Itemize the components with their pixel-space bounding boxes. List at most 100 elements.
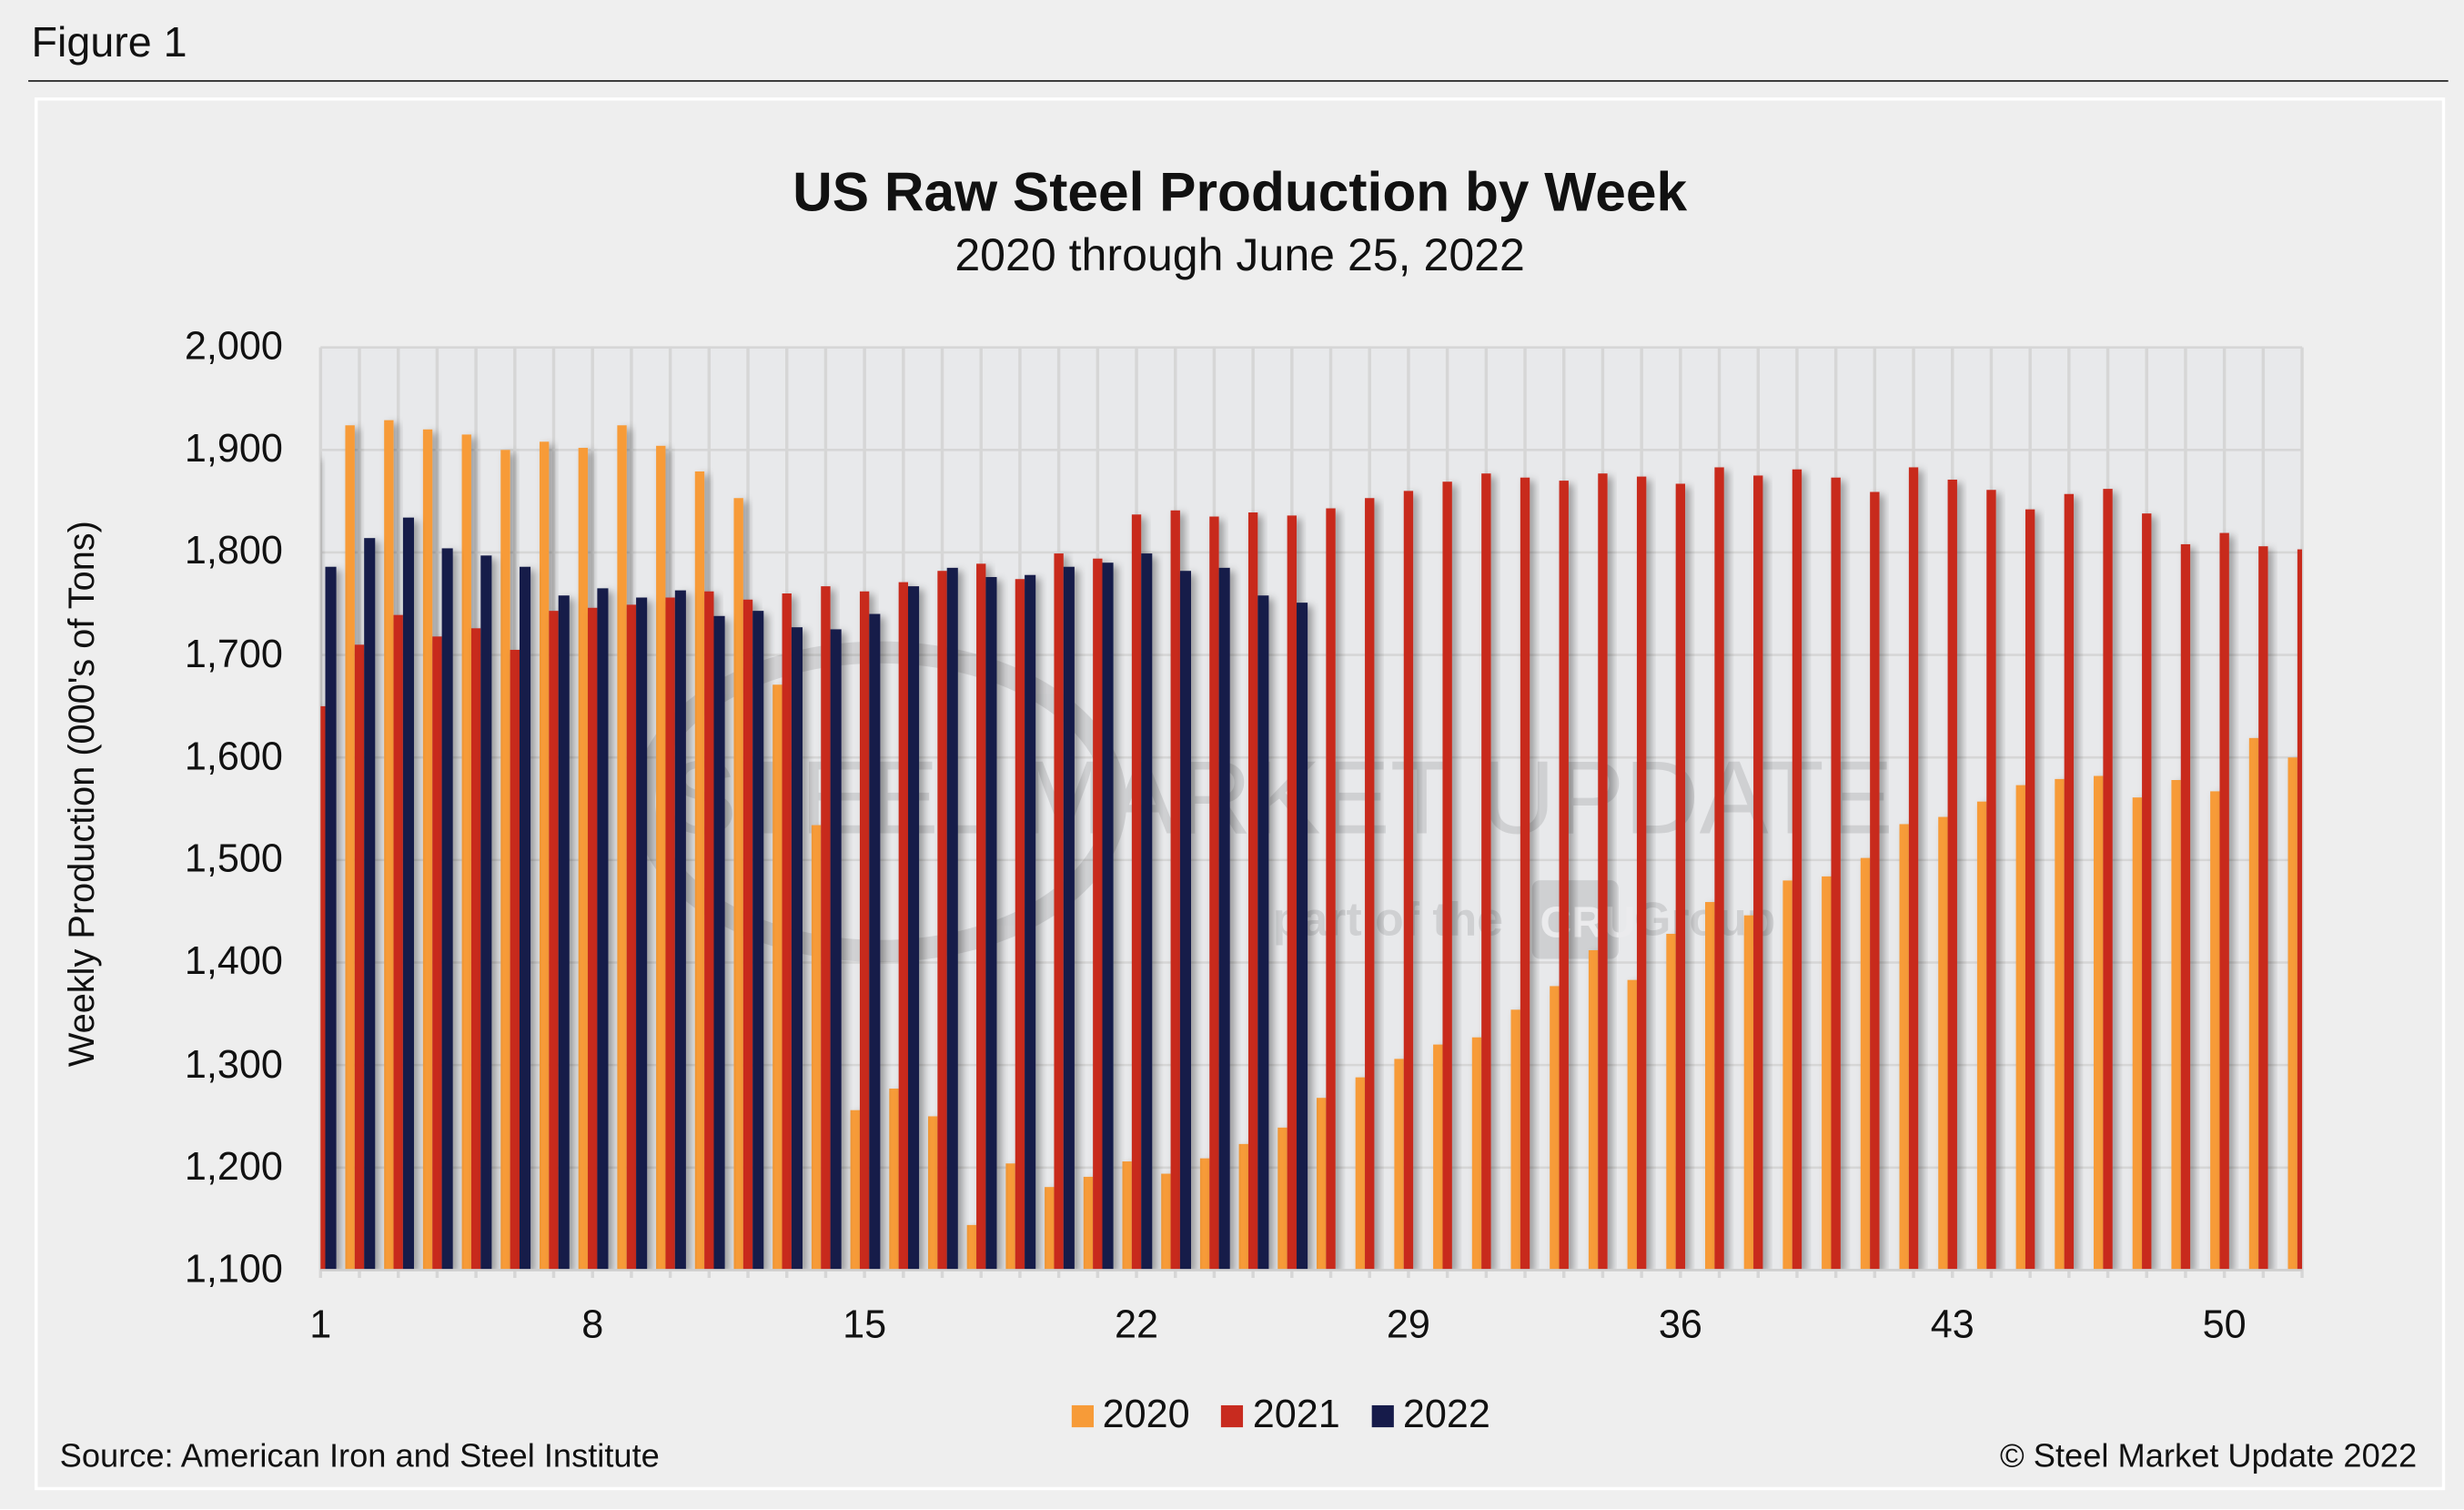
bar-2021-week-6 xyxy=(510,649,520,1271)
bar-2020-week-51 xyxy=(2248,737,2259,1271)
y-tick-label: 1,700 xyxy=(184,632,283,676)
bar-2021-week-52 xyxy=(2297,549,2303,1271)
bar-2020-week-6 xyxy=(500,450,510,1271)
bar-2021-week-13 xyxy=(782,593,792,1271)
legend-item-2020: 2020 xyxy=(1071,1393,1190,1438)
x-tick-label: 43 xyxy=(1930,1302,1974,1348)
bar-2022-week-17 xyxy=(946,567,958,1271)
bar-2020-week-48 xyxy=(2132,797,2143,1271)
bar-2021-week-27 xyxy=(1326,508,1336,1271)
bar-2020-week-52 xyxy=(2287,757,2297,1271)
bar-2021-week-36 xyxy=(1675,483,1686,1271)
bar-2022-week-4 xyxy=(441,548,453,1271)
y-axis-label: Weekly Production (000's of Tons) xyxy=(60,521,102,1068)
bar-2021-week-3 xyxy=(393,614,403,1271)
x-tick-label: 8 xyxy=(581,1302,604,1348)
bar-2020-week-20 xyxy=(1045,1187,1055,1271)
bar-2020-week-42 xyxy=(1899,824,1909,1271)
x-tick-label: 1 xyxy=(309,1302,332,1348)
bar-2022-week-18 xyxy=(985,576,997,1271)
bar-2022-week-26 xyxy=(1297,603,1308,1271)
bar-2020-week-1 xyxy=(307,456,316,1270)
bar-2020-week-16 xyxy=(889,1089,899,1271)
bar-2020-week-24 xyxy=(1199,1158,1210,1271)
y-tick-label: 2,000 xyxy=(184,324,283,369)
bar-2020-week-7 xyxy=(539,441,550,1271)
source-note: Source: American Iron and Steel Institut… xyxy=(59,1438,660,1475)
bar-2021-week-42 xyxy=(1908,467,1919,1271)
bar-2021-week-45 xyxy=(2025,509,2035,1271)
bar-2020-week-43 xyxy=(1938,816,1948,1271)
bar-2021-week-23 xyxy=(1170,510,1180,1271)
y-tick-label: 1,200 xyxy=(184,1144,283,1190)
bar-2022-week-13 xyxy=(791,627,803,1271)
legend: 2020 2021 2022 xyxy=(0,1393,2464,1438)
bar-2021-week-9 xyxy=(626,604,637,1271)
bar-2020-week-41 xyxy=(1860,857,1871,1271)
bar-2020-week-45 xyxy=(2015,785,2025,1271)
bar-2022-week-14 xyxy=(830,629,842,1271)
bar-2020-week-28 xyxy=(1355,1077,1366,1271)
bar-2020-week-12 xyxy=(733,498,743,1271)
bar-2021-week-31 xyxy=(1481,473,1491,1271)
y-tick-label: 1,900 xyxy=(184,427,283,471)
bar-2020-week-30 xyxy=(1433,1044,1443,1271)
bar-2021-week-25 xyxy=(1247,512,1258,1271)
bar-2020-week-15 xyxy=(850,1110,860,1271)
y-tick-label: 1,100 xyxy=(184,1247,283,1292)
watermark-logo-box xyxy=(1531,880,1619,959)
bar-2020-week-2 xyxy=(345,425,355,1271)
bar-2022-week-25 xyxy=(1257,595,1269,1271)
bar-2022-week-2 xyxy=(364,538,376,1271)
legend-item-2022: 2022 xyxy=(1371,1393,1490,1438)
bar-2020-week-40 xyxy=(1822,876,1832,1271)
bar-2021-week-51 xyxy=(2258,546,2268,1271)
bar-2021-week-17 xyxy=(937,571,947,1271)
y-tick-label: 1,300 xyxy=(184,1042,283,1087)
chart-title: US Raw Steel Production by Week xyxy=(793,161,1688,224)
bars xyxy=(307,420,2303,1271)
bar-2020-week-25 xyxy=(1238,1143,1248,1271)
bar-2022-week-11 xyxy=(713,615,725,1271)
bar-2020-week-5 xyxy=(461,434,471,1271)
bar-2021-week-40 xyxy=(1831,477,1841,1271)
figure-label: Figure 1 xyxy=(31,18,187,66)
bar-2020-week-26 xyxy=(1277,1127,1288,1271)
bar-2020-week-36 xyxy=(1666,933,1676,1271)
x-tick-label: 15 xyxy=(843,1302,887,1348)
bar-2020-week-44 xyxy=(1976,801,1987,1271)
bar-2021-week-2 xyxy=(354,644,365,1271)
bar-2021-week-19 xyxy=(1015,579,1025,1271)
x-tick-label: 50 xyxy=(2202,1302,2247,1348)
x-tick-label: 36 xyxy=(1658,1302,1702,1348)
bar-2022-week-16 xyxy=(908,586,920,1271)
bar-2021-week-49 xyxy=(2180,543,2191,1271)
bar-2020-week-4 xyxy=(422,429,433,1271)
bar-2020-week-22 xyxy=(1122,1161,1132,1271)
bar-2020-week-37 xyxy=(1704,902,1715,1271)
bar-2020-week-8 xyxy=(578,448,589,1271)
legend-swatch xyxy=(1371,1404,1394,1427)
bar-2021-week-5 xyxy=(470,628,481,1271)
bar-2021-week-7 xyxy=(549,611,559,1271)
copyright-note: © Steel Market Update 2022 xyxy=(1999,1438,2418,1475)
bar-2020-week-11 xyxy=(694,471,705,1271)
bar-2021-week-15 xyxy=(859,591,870,1271)
bar-2021-week-44 xyxy=(1986,490,1996,1271)
bar-2020-week-23 xyxy=(1161,1173,1171,1271)
bar-2020-week-38 xyxy=(1743,915,1754,1271)
legend-label: 2021 xyxy=(1252,1393,1340,1437)
chart-subtitle: 2020 through June 25, 2022 xyxy=(954,230,1525,282)
bar-2020-week-21 xyxy=(1083,1176,1094,1271)
watermark-part-of: part of the xyxy=(1273,893,1503,946)
bar-2020-week-14 xyxy=(811,825,822,1271)
bar-2022-week-12 xyxy=(752,611,764,1271)
bar-2020-week-33 xyxy=(1550,986,1560,1271)
bar-2021-week-28 xyxy=(1365,498,1375,1271)
bar-2021-week-4 xyxy=(432,636,442,1271)
legend-label: 2022 xyxy=(1402,1393,1490,1437)
bar-2021-week-24 xyxy=(1209,516,1219,1271)
bar-2021-week-21 xyxy=(1093,558,1103,1271)
